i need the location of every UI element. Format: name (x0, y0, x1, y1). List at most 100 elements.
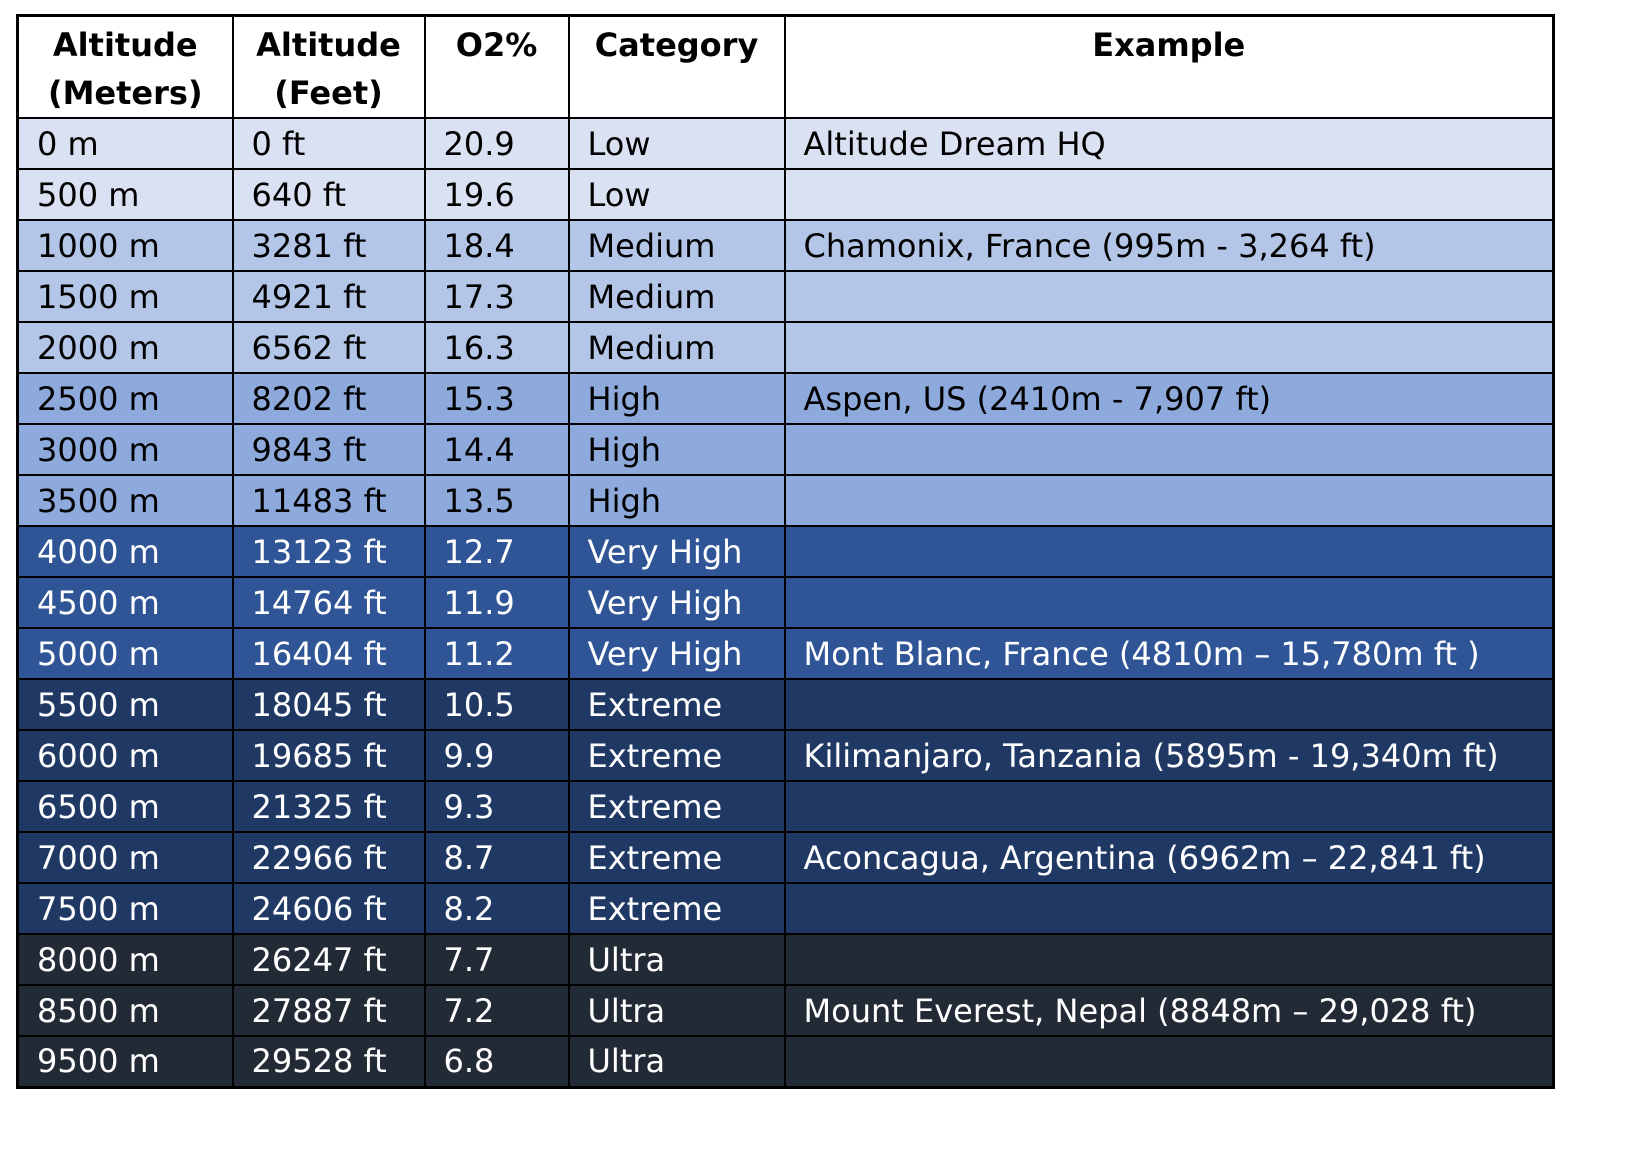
header-altitude-meters: Altitude (Meters) (16, 14, 234, 119)
cell-feet: 19685 ft (231, 729, 426, 782)
cell-category: Very High (567, 525, 786, 578)
cell-example (783, 678, 1555, 731)
cell-example: Mont Blanc, France (4810m – 15,780m ft ) (783, 627, 1555, 680)
table-row: 3000 m 9843 ft 14.4 High (16, 423, 1555, 476)
cell-category: Low (567, 168, 786, 221)
cell-category: Extreme (567, 780, 786, 833)
cell-category: Medium (567, 219, 786, 272)
cell-meters: 4500 m (16, 576, 234, 629)
cell-meters: 1000 m (16, 219, 234, 272)
header-altitude-meters-label: Altitude (Meters) (47, 26, 203, 112)
cell-meters: 7500 m (16, 882, 234, 935)
table-row: 9500 m 29528 ft 6.8 Ultra (16, 1035, 1555, 1088)
header-category: Category (567, 14, 786, 119)
cell-feet: 8202 ft (231, 372, 426, 425)
cell-example (783, 321, 1555, 374)
cell-meters: 6000 m (16, 729, 234, 782)
cell-o2: 6.8 (423, 1035, 570, 1088)
cell-category: Ultra (567, 984, 786, 1037)
cell-o2: 8.7 (423, 831, 570, 884)
cell-feet: 27887 ft (231, 984, 426, 1037)
cell-example: Kilimanjaro, Tanzania (5895m - 19,340m f… (783, 729, 1555, 782)
cell-feet: 29528 ft (231, 1035, 426, 1088)
cell-example (783, 780, 1555, 833)
cell-meters: 1500 m (16, 270, 234, 323)
cell-category: High (567, 423, 786, 476)
cell-feet: 16404 ft (231, 627, 426, 680)
cell-category: Extreme (567, 729, 786, 782)
cell-o2: 13.5 (423, 474, 570, 527)
cell-o2: 9.3 (423, 780, 570, 833)
header-o2-percent-label: O2% (455, 26, 538, 64)
cell-meters: 2500 m (16, 372, 234, 425)
cell-example (783, 270, 1555, 323)
cell-o2: 11.2 (423, 627, 570, 680)
header-altitude-feet: Altitude (Feet) (231, 14, 426, 119)
cell-o2: 16.3 (423, 321, 570, 374)
cell-o2: 11.9 (423, 576, 570, 629)
table-row: 8000 m 26247 ft 7.7 Ultra (16, 933, 1555, 986)
altitude-oxygen-table: Altitude (Meters) Altitude (Feet) O2% Ca… (16, 14, 1555, 1089)
cell-category: Very High (567, 576, 786, 629)
cell-feet: 26247 ft (231, 933, 426, 986)
cell-category: High (567, 474, 786, 527)
cell-meters: 7000 m (16, 831, 234, 884)
cell-category: Ultra (567, 1035, 786, 1088)
header-altitude-feet-label: Altitude (Feet) (256, 26, 401, 112)
cell-feet: 9843 ft (231, 423, 426, 476)
cell-meters: 3000 m (16, 423, 234, 476)
cell-category: Medium (567, 270, 786, 323)
cell-category: Extreme (567, 831, 786, 884)
cell-example: Aspen, US (2410m - 7,907 ft) (783, 372, 1555, 425)
header-example: Example (783, 14, 1555, 119)
cell-category: Very High (567, 627, 786, 680)
table-row: 8500 m 27887 ft 7.2 Ultra Mount Everest, Nep… (16, 984, 1555, 1037)
cell-meters: 4000 m (16, 525, 234, 578)
cell-feet: 4921 ft (231, 270, 426, 323)
cell-category: High (567, 372, 786, 425)
cell-meters: 500 m (16, 168, 234, 221)
cell-meters: 5500 m (16, 678, 234, 731)
cell-o2: 18.4 (423, 219, 570, 272)
cell-example (783, 933, 1555, 986)
cell-feet: 14764 ft (231, 576, 426, 629)
table-row: 5000 m 16404 ft 11.2 Very High Mont Blanc, F… (16, 627, 1555, 680)
cell-o2: 12.7 (423, 525, 570, 578)
cell-example (783, 576, 1555, 629)
table-row: 4000 m 13123 ft 12.7 Very High (16, 525, 1555, 578)
cell-meters: 9500 m (16, 1035, 234, 1088)
cell-example (783, 1035, 1555, 1088)
table-row: 7500 m 24606 ft 8.2 Extreme (16, 882, 1555, 935)
header-example-label: Example (1092, 26, 1246, 64)
table-row: 4500 m 14764 ft 11.9 Very High (16, 576, 1555, 629)
cell-feet: 640 ft (231, 168, 426, 221)
cell-category: Medium (567, 321, 786, 374)
cell-o2: 14.4 (423, 423, 570, 476)
cell-example: Chamonix, France (995m - 3,264 ft) (783, 219, 1555, 272)
cell-meters: 0 m (16, 117, 234, 170)
cell-meters: 8500 m (16, 984, 234, 1037)
cell-o2: 7.2 (423, 984, 570, 1037)
table-row: 1500 m 4921 ft 17.3 Medium (16, 270, 1555, 323)
cell-meters: 3500 m (16, 474, 234, 527)
cell-category: Ultra (567, 933, 786, 986)
cell-example (783, 525, 1555, 578)
cell-o2: 7.7 (423, 933, 570, 986)
cell-example (783, 882, 1555, 935)
cell-example: Mount Everest, Nepal (8848m – 29,028 ft) (783, 984, 1555, 1037)
cell-example: Altitude Dream HQ (783, 117, 1555, 170)
header-row: Altitude (Meters) Altitude (Feet) O2% Ca… (16, 14, 1555, 119)
table-row: 2000 m 6562 ft 16.3 Medium (16, 321, 1555, 374)
cell-category: Extreme (567, 678, 786, 731)
table-row: 7000 m 22966 ft 8.7 Extreme Aconcagua, Argen… (16, 831, 1555, 884)
table-row: 6000 m 19685 ft 9.9 Extreme Kilimanjaro, Tan… (16, 729, 1555, 782)
header-category-label: Category (594, 26, 759, 64)
cell-category: Extreme (567, 882, 786, 935)
cell-feet: 11483 ft (231, 474, 426, 527)
cell-feet: 3281 ft (231, 219, 426, 272)
cell-o2: 9.9 (423, 729, 570, 782)
cell-example (783, 474, 1555, 527)
table-row: 1000 m 3281 ft 18.4 Medium Chamonix, France … (16, 219, 1555, 272)
cell-feet: 21325 ft (231, 780, 426, 833)
